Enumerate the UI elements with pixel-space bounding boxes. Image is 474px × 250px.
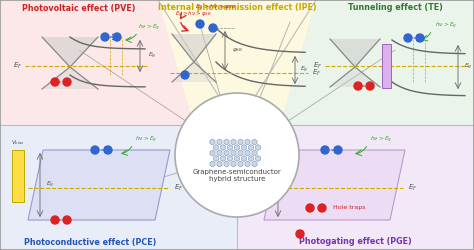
Text: Internal photoemission effect (IPE): Internal photoemission effect (IPE) [158,4,316,13]
Text: $E_g$: $E_g$ [282,180,290,190]
Circle shape [51,216,59,224]
Text: $E_F$: $E_F$ [312,68,321,78]
Text: $E_F$: $E_F$ [174,183,183,193]
Text: $V_{bias}$: $V_{bias}$ [247,138,261,147]
Bar [0,125,474,250]
Text: $V_{bias}$: $V_{bias}$ [11,138,25,147]
Circle shape [51,78,59,86]
Polygon shape [330,39,380,67]
Text: Photogating effect (PGE): Photogating effect (PGE) [299,238,411,246]
Polygon shape [264,150,405,220]
Text: $E_g > h\nu > \varphi_{SB}$: $E_g > h\nu > \varphi_{SB}$ [175,10,211,20]
Circle shape [113,33,121,41]
Text: $E_g$: $E_g$ [300,65,309,75]
Text: $E_g > h\nu > \varphi_{SB}$: $E_g > h\nu > \varphi_{SB}$ [195,3,237,13]
Bar [248,150,260,202]
Text: $h\nu > E_g$: $h\nu > E_g$ [435,21,457,31]
Circle shape [366,82,374,90]
Circle shape [306,204,314,212]
Text: $E_g$: $E_g$ [148,51,156,61]
Bar [237,125,474,250]
Polygon shape [158,0,316,125]
Circle shape [416,34,424,42]
Text: $E_F$: $E_F$ [313,61,322,71]
Text: $h\nu > E_g$: $h\nu > E_g$ [138,23,160,33]
Circle shape [175,93,299,217]
Circle shape [404,34,412,42]
Polygon shape [28,150,170,220]
Circle shape [63,216,71,224]
Circle shape [181,71,189,79]
Text: $h\nu > E_g$: $h\nu > E_g$ [370,135,392,145]
Circle shape [209,24,217,32]
Bar [12,150,24,202]
Text: Graphene-semiconductor: Graphene-semiconductor [192,169,282,175]
Text: Photovoltaic effect (PVE): Photovoltaic effect (PVE) [22,4,136,13]
Polygon shape [172,34,216,62]
Text: $E_g$: $E_g$ [464,62,473,72]
Text: Hole traps: Hole traps [333,206,365,210]
Circle shape [318,204,326,212]
Polygon shape [172,62,216,82]
Bar [0,0,474,125]
Circle shape [196,20,204,28]
Polygon shape [42,67,98,89]
Circle shape [321,146,329,154]
Circle shape [104,146,112,154]
Text: Photoconductive effect (PCE): Photoconductive effect (PCE) [24,238,156,246]
Circle shape [91,146,99,154]
Text: $E_F$: $E_F$ [13,61,22,71]
FancyBboxPatch shape [0,0,474,125]
Text: hybrid structure: hybrid structure [209,176,265,182]
Circle shape [354,82,362,90]
Text: $h\nu > E_g$: $h\nu > E_g$ [135,135,157,145]
Text: $E_g$: $E_g$ [46,180,55,190]
Polygon shape [280,0,474,125]
Circle shape [63,78,71,86]
Bar [382,44,391,88]
Polygon shape [42,37,98,67]
Text: $E_F$: $E_F$ [408,183,417,193]
Polygon shape [330,67,380,87]
Text: Tunneling effect (TE): Tunneling effect (TE) [347,4,442,13]
Circle shape [101,33,109,41]
Circle shape [296,230,304,238]
Circle shape [334,146,342,154]
Text: $\varphi_{SB}$: $\varphi_{SB}$ [232,46,243,54]
